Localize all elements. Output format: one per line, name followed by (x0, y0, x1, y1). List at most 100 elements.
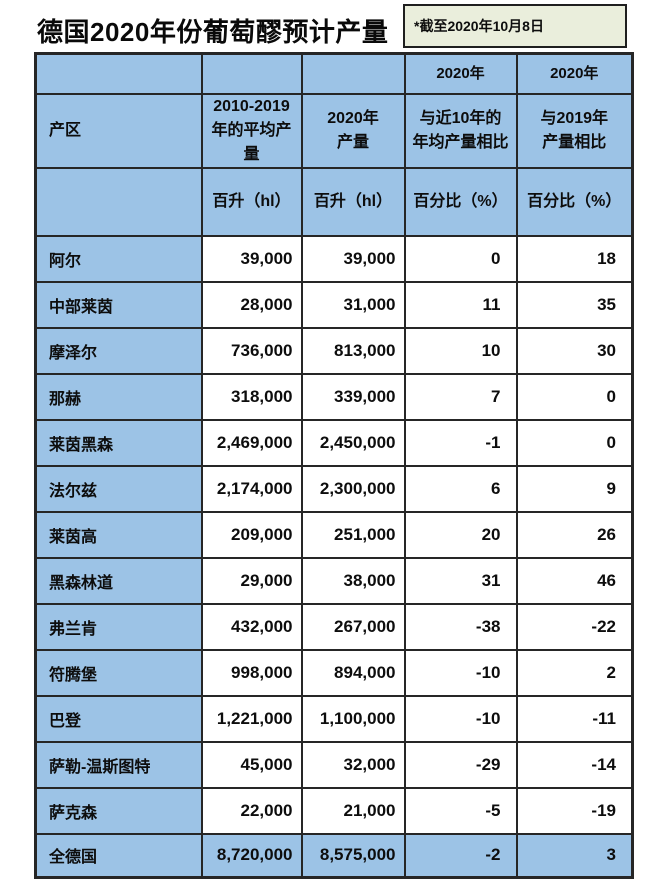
production-2020-cell: 267,000 (300, 602, 406, 651)
pct-vs-10yr-cell: -29 (403, 740, 518, 789)
header-row-year: 2020年 2020年 (34, 52, 634, 95)
table-row: 莱茵高 209,000 251,000 20 26 (34, 510, 634, 559)
pct-vs-2019-cell: 3 (515, 832, 634, 879)
avg-production-cell: 998,000 (200, 648, 303, 697)
region-cell: 那赫 (34, 372, 203, 421)
pct-vs-10yr-cell: -2 (403, 832, 518, 879)
total-row: 全德国 8,720,000 8,575,000 -2 3 (34, 832, 634, 879)
pct-vs-2019-cell: -14 (515, 740, 634, 789)
header-cell-region: 产区 (34, 92, 203, 169)
production-2020-cell: 32,000 (300, 740, 406, 789)
note-text: *截至2020年10月8日 (414, 18, 544, 34)
avg-production-cell: 1,221,000 (200, 694, 303, 743)
region-cell: 中部莱茵 (34, 280, 203, 329)
production-2020-cell: 8,575,000 (300, 832, 406, 879)
table-row: 萨勒-温斯图特 45,000 32,000 -29 -14 (34, 740, 634, 789)
pct-vs-10yr-cell: 11 (403, 280, 518, 329)
table-header: 2020年 2020年 产区 2010-2019 年的平均产量 2020年 产量… (34, 52, 634, 237)
pct-vs-10yr-cell: -5 (403, 786, 518, 835)
header-cell-blank (34, 166, 203, 237)
header-cell-2020-production: 2020年 产量 (300, 92, 406, 169)
production-2020-cell: 21,000 (300, 786, 406, 835)
note-box: *截至2020年10月8日 (403, 4, 627, 48)
production-table: 2020年 2020年 产区 2010-2019 年的平均产量 2020年 产量… (34, 52, 634, 879)
pct-vs-2019-cell: 18 (515, 234, 634, 283)
production-2020-cell: 38,000 (300, 556, 406, 605)
avg-production-cell: 22,000 (200, 786, 303, 835)
region-cell: 巴登 (34, 694, 203, 743)
pct-vs-2019-cell: 26 (515, 510, 634, 559)
region-cell: 弗兰肯 (34, 602, 203, 651)
table-row: 巴登 1,221,000 1,100,000 -10 -11 (34, 694, 634, 743)
pct-vs-10yr-cell: 31 (403, 556, 518, 605)
header-cell-blank (300, 52, 406, 95)
table-row: 符腾堡 998,000 894,000 -10 2 (34, 648, 634, 697)
production-2020-cell: 813,000 (300, 326, 406, 375)
pct-vs-2019-cell: 30 (515, 326, 634, 375)
header-row-main: 产区 2010-2019 年的平均产量 2020年 产量 与近10年的 年均产量… (34, 92, 634, 169)
pct-vs-2019-cell: -22 (515, 602, 634, 651)
page-title: 德国2020年份葡萄醪预计产量 (37, 17, 389, 47)
header-cell-year-vs10: 2020年 (403, 52, 518, 95)
header-cell-blank (34, 52, 203, 95)
region-cell: 符腾堡 (34, 648, 203, 697)
production-2020-cell: 1,100,000 (300, 694, 406, 743)
pct-vs-2019-cell: 0 (515, 418, 634, 467)
region-cell: 法尔兹 (34, 464, 203, 513)
production-2020-cell: 31,000 (300, 280, 406, 329)
header-cell-avg-production: 2010-2019 年的平均产量 (200, 92, 303, 169)
region-cell: 萨克森 (34, 786, 203, 835)
production-2020-cell: 2,450,000 (300, 418, 406, 467)
header-cell-unit-hl: 百升（hl） (300, 166, 406, 237)
header-cell-unit-pct: 百分比（%） (403, 166, 518, 237)
avg-production-cell: 736,000 (200, 326, 303, 375)
region-cell: 黑森林道 (34, 556, 203, 605)
pct-vs-10yr-cell: 20 (403, 510, 518, 559)
avg-production-cell: 28,000 (200, 280, 303, 329)
pct-vs-2019-cell: 0 (515, 372, 634, 421)
table-row: 法尔兹 2,174,000 2,300,000 6 9 (34, 464, 634, 513)
production-2020-cell: 894,000 (300, 648, 406, 697)
pct-vs-10yr-cell: -1 (403, 418, 518, 467)
pct-vs-2019-cell: -11 (515, 694, 634, 743)
production-2020-cell: 39,000 (300, 234, 406, 283)
pct-vs-10yr-cell: -10 (403, 648, 518, 697)
region-cell: 莱茵黑森 (34, 418, 203, 467)
avg-production-cell: 2,469,000 (200, 418, 303, 467)
pct-vs-10yr-cell: 7 (403, 372, 518, 421)
table-body: 阿尔 39,000 39,000 0 18 中部莱茵 28,000 31,000… (34, 234, 634, 879)
pct-vs-10yr-cell: -10 (403, 694, 518, 743)
avg-production-cell: 29,000 (200, 556, 303, 605)
table-row: 莱茵黑森 2,469,000 2,450,000 -1 0 (34, 418, 634, 467)
pct-vs-2019-cell: -19 (515, 786, 634, 835)
region-cell: 摩泽尔 (34, 326, 203, 375)
region-cell: 萨勒-温斯图特 (34, 740, 203, 789)
region-cell: 阿尔 (34, 234, 203, 283)
pct-vs-2019-cell: 46 (515, 556, 634, 605)
header-cell-unit-pct: 百分比（%） (515, 166, 634, 237)
header-cell-vs-10yr: 与近10年的 年均产量相比 (403, 92, 518, 169)
table-row: 萨克森 22,000 21,000 -5 -19 (34, 786, 634, 835)
header-cell-year-vs2019: 2020年 (515, 52, 634, 95)
production-2020-cell: 251,000 (300, 510, 406, 559)
header-row-units: 百升（hl） 百升（hl） 百分比（%） 百分比（%） (34, 166, 634, 237)
header-cell-blank (200, 52, 303, 95)
table-row: 中部莱茵 28,000 31,000 11 35 (34, 280, 634, 329)
pct-vs-10yr-cell: 10 (403, 326, 518, 375)
pct-vs-2019-cell: 35 (515, 280, 634, 329)
avg-production-cell: 432,000 (200, 602, 303, 651)
table-row: 摩泽尔 736,000 813,000 10 30 (34, 326, 634, 375)
production-2020-cell: 339,000 (300, 372, 406, 421)
table-row: 弗兰肯 432,000 267,000 -38 -22 (34, 602, 634, 651)
table-row: 那赫 318,000 339,000 7 0 (34, 372, 634, 421)
table-row: 黑森林道 29,000 38,000 31 46 (34, 556, 634, 605)
pct-vs-10yr-cell: 0 (403, 234, 518, 283)
avg-production-cell: 318,000 (200, 372, 303, 421)
region-cell: 全德国 (34, 832, 203, 879)
avg-production-cell: 209,000 (200, 510, 303, 559)
avg-production-cell: 8,720,000 (200, 832, 303, 879)
pct-vs-10yr-cell: -38 (403, 602, 518, 651)
avg-production-cell: 2,174,000 (200, 464, 303, 513)
pct-vs-10yr-cell: 6 (403, 464, 518, 513)
